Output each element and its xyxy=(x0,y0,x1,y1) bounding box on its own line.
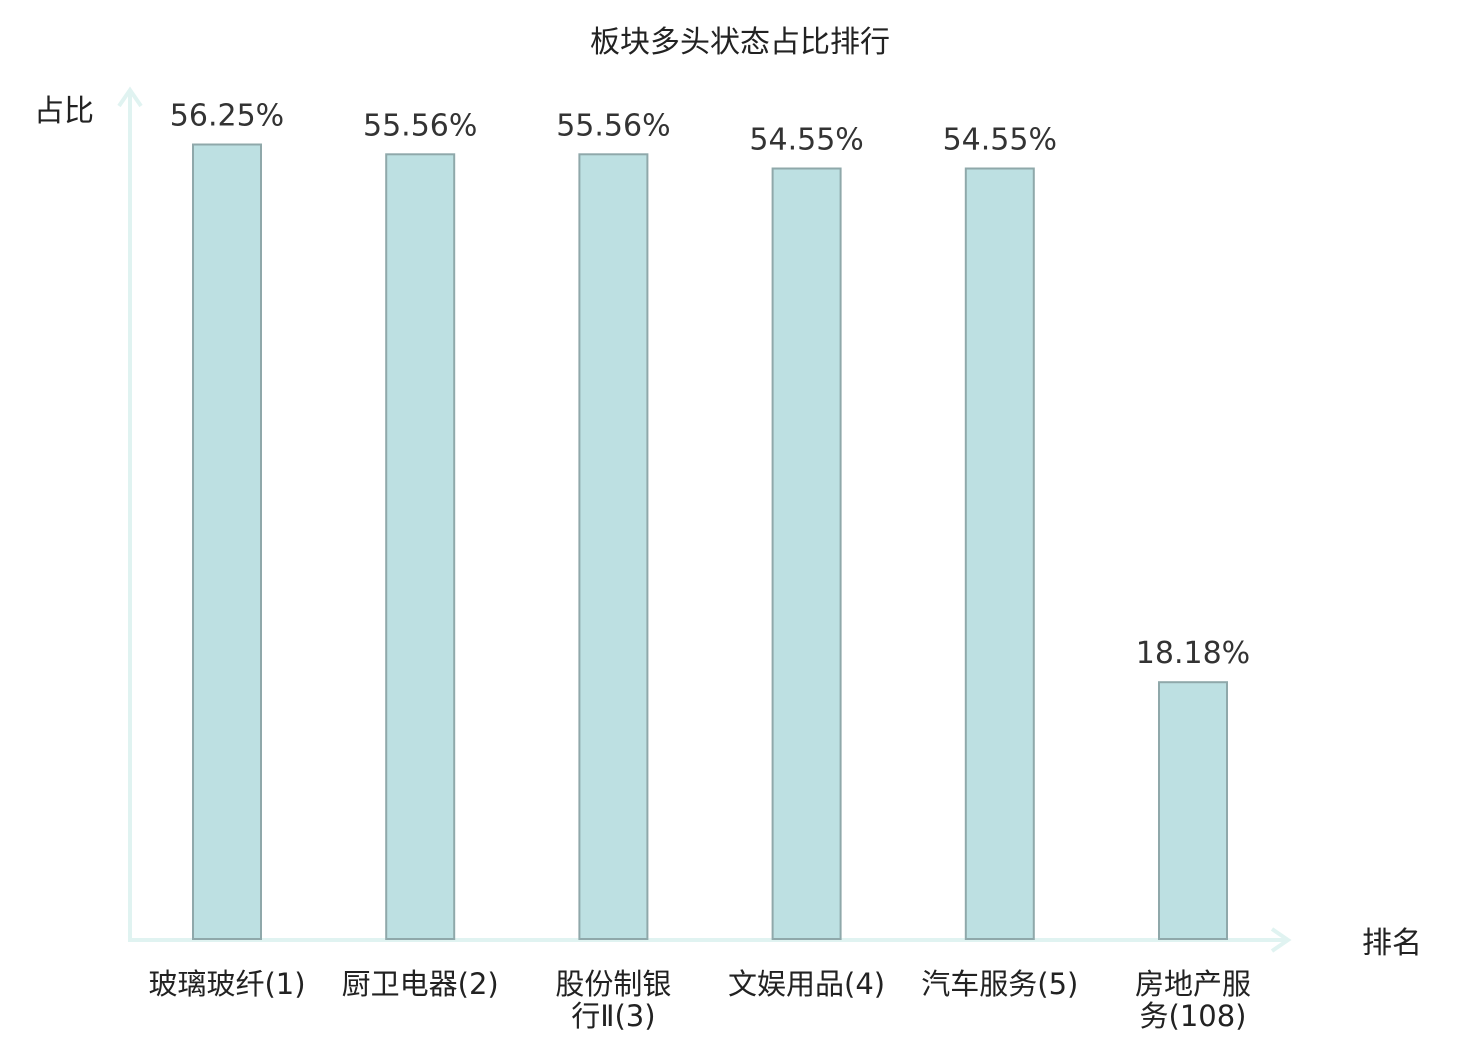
value-label-1: 56.25% xyxy=(170,99,284,134)
bar-3 xyxy=(578,153,649,941)
y-axis-label: 占比 xyxy=(34,94,94,129)
category-label-1: 玻璃玻纤(1) xyxy=(148,967,305,1001)
value-labels-group: 56.25% 55.56% 55.56% 54.55% 54.55% 18.18% xyxy=(170,99,1250,672)
category-label-3-line-1: 股份制银 xyxy=(555,967,671,1001)
category-label-2: 厨卫电器(2) xyxy=(342,967,499,1001)
chart-title: 板块多头状态占比排行 xyxy=(590,25,890,60)
axes xyxy=(117,86,1292,953)
category-label-6-line-1: 房地产服 xyxy=(1135,967,1251,1001)
bar-4 xyxy=(771,167,842,940)
value-label-5: 54.55% xyxy=(943,123,1057,158)
category-label-3-line-2: 行Ⅱ(3) xyxy=(571,999,655,1033)
x-axis-arrow xyxy=(1270,927,1292,953)
bar-1 xyxy=(192,143,262,940)
value-label-2: 55.56% xyxy=(363,108,477,143)
bar-6 xyxy=(1158,681,1228,940)
y-axis-arrow xyxy=(117,86,143,108)
category-label-4: 文娱用品(4) xyxy=(728,967,885,1001)
value-label-6: 18.18% xyxy=(1136,636,1250,671)
x-axis-label: 排名 xyxy=(1362,926,1422,961)
value-label-3: 55.56% xyxy=(556,108,670,143)
category-label-6-line-2: 务(108) xyxy=(1140,999,1247,1033)
bar-2 xyxy=(385,153,456,941)
category-label-5: 汽车服务(5) xyxy=(921,967,1078,1001)
bar-5 xyxy=(964,167,1035,940)
bars-group xyxy=(192,143,1228,941)
value-label-4: 54.55% xyxy=(749,123,863,158)
